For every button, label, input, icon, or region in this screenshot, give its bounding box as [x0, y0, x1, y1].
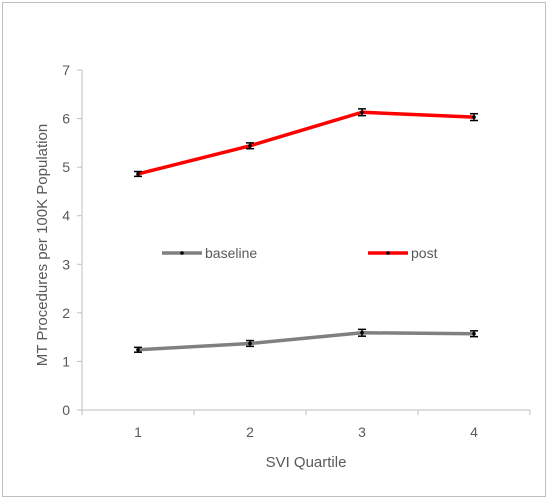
- data-point: [472, 115, 476, 119]
- y-tick-label: 0: [62, 402, 70, 418]
- series-line-baseline: [137, 331, 475, 352]
- data-point: [136, 347, 140, 352]
- legend: baseline post: [162, 245, 438, 261]
- y-tick-label: 5: [62, 159, 70, 175]
- data-point: [360, 330, 364, 335]
- data-point: [472, 331, 476, 336]
- legend-label: post: [411, 245, 438, 261]
- x-tick-label: 4: [470, 424, 478, 440]
- data-point: [248, 143, 252, 148]
- data-point: [136, 172, 140, 176]
- legend-item-post: post: [368, 245, 438, 261]
- x-axis-ticks: 1 2 3 4: [81, 410, 531, 440]
- y-axis-ticks: 0 1 2 3 4 5 6 7: [62, 62, 82, 418]
- y-axis-title: MT Procedures per 100K Population: [34, 124, 51, 366]
- series-line-post: [137, 110, 475, 176]
- y-tick-label: 2: [62, 305, 70, 321]
- legend-label: baseline: [205, 245, 257, 261]
- chart-frame: [2, 2, 546, 497]
- x-tick-label: 2: [246, 424, 254, 440]
- legend-item-baseline: baseline: [162, 245, 257, 261]
- y-tick-label: 7: [62, 62, 70, 78]
- data-point: [248, 341, 252, 346]
- x-tick-label: 1: [134, 424, 142, 440]
- x-axis-title: SVI Quartile: [266, 454, 347, 471]
- series-layer: [134, 108, 478, 353]
- legend-marker: [386, 251, 390, 255]
- series-post: [134, 108, 478, 178]
- series-baseline: [134, 328, 478, 353]
- y-tick-label: 6: [62, 111, 70, 127]
- y-tick-label: 1: [62, 353, 70, 369]
- y-tick-label: 3: [62, 256, 70, 272]
- legend-marker: [180, 251, 184, 255]
- x-tick-label: 3: [358, 424, 366, 440]
- data-point: [360, 110, 364, 115]
- y-tick-label: 4: [62, 208, 70, 224]
